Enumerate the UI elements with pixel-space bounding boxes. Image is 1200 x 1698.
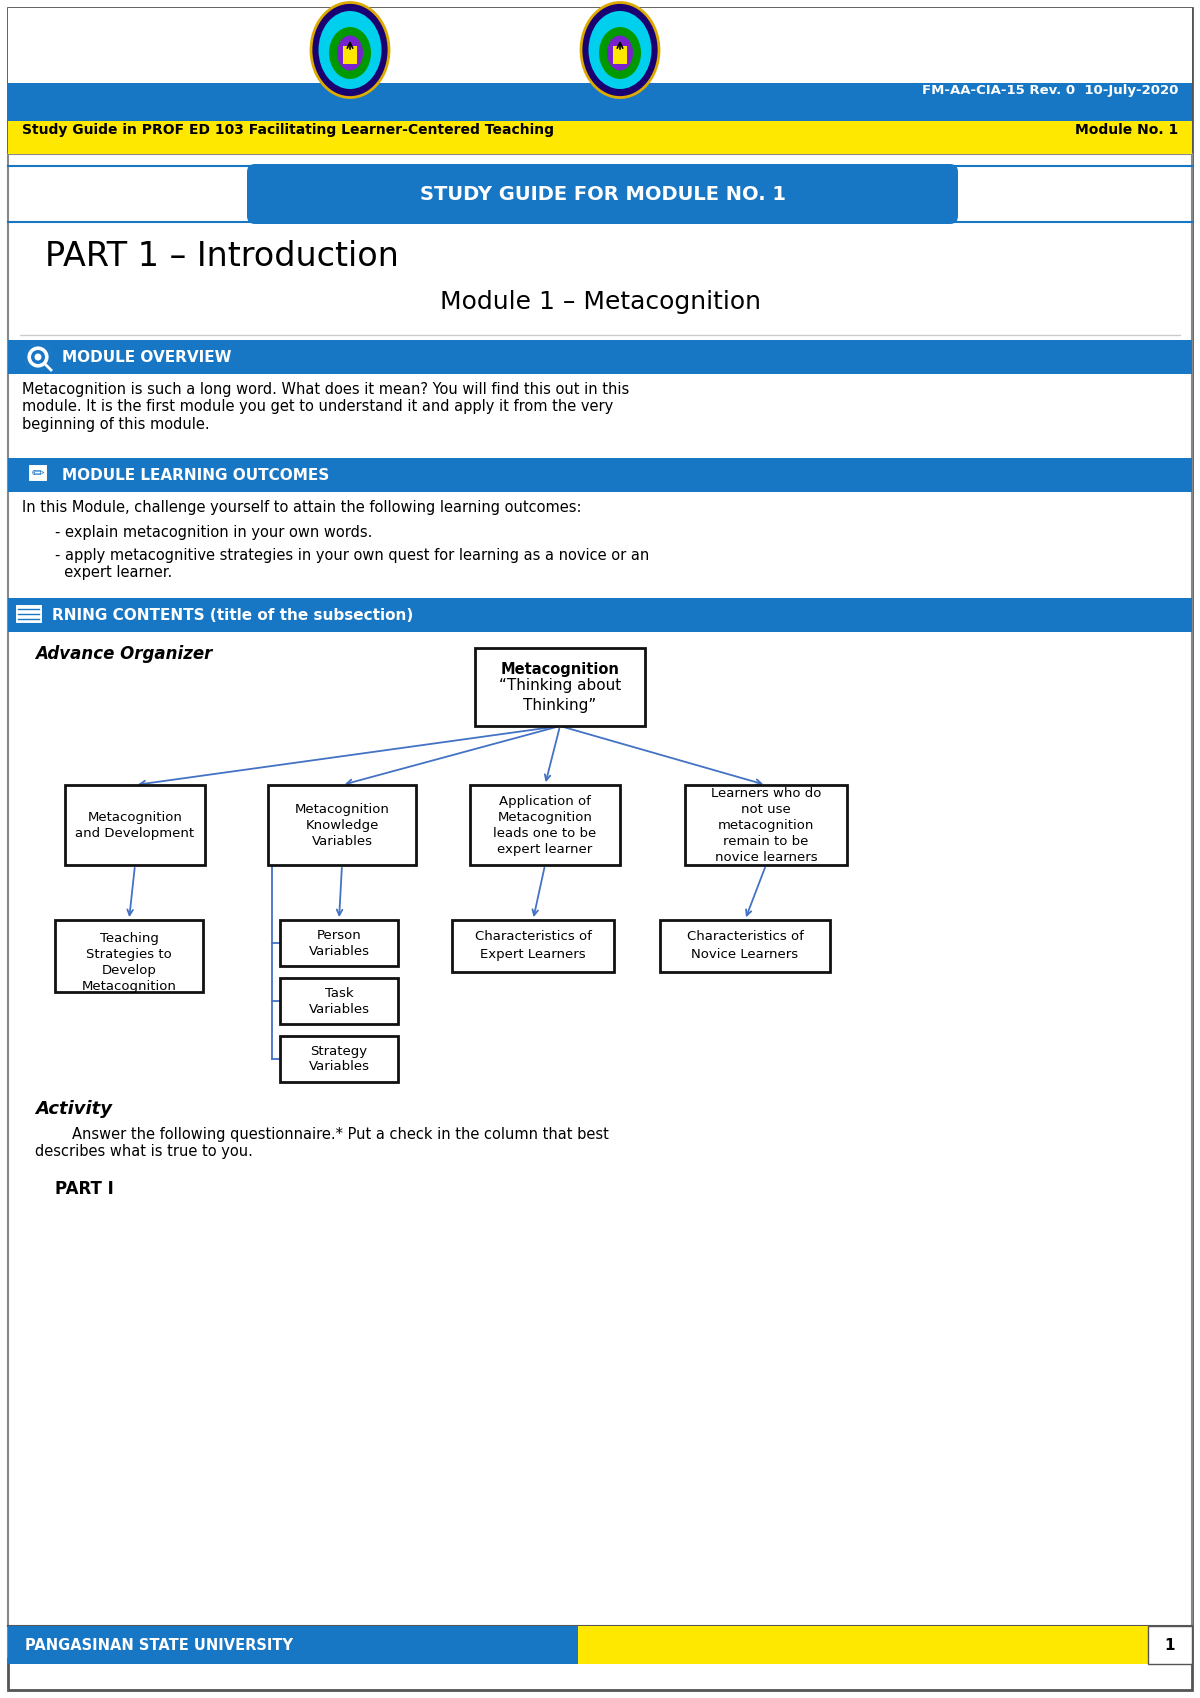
Ellipse shape — [311, 2, 389, 97]
Text: Metacognition: Metacognition — [82, 980, 176, 993]
Circle shape — [25, 345, 50, 370]
Text: expert learner: expert learner — [497, 842, 593, 856]
FancyBboxPatch shape — [55, 920, 203, 992]
Text: Thinking”: Thinking” — [523, 698, 596, 713]
FancyBboxPatch shape — [578, 1627, 1192, 1664]
Text: Metacognition: Metacognition — [498, 810, 593, 824]
Text: Metacognition: Metacognition — [88, 810, 182, 824]
Text: In this Module, challenge yourself to attain the following learning outcomes:: In this Module, challenge yourself to at… — [22, 499, 582, 514]
Text: Develop: Develop — [102, 964, 156, 976]
Text: Variables: Variables — [312, 834, 372, 847]
Circle shape — [26, 345, 50, 368]
FancyBboxPatch shape — [613, 46, 628, 65]
Text: Metacognition is such a long word. What does it mean? You will find this out in : Metacognition is such a long word. What … — [22, 382, 629, 431]
FancyBboxPatch shape — [8, 340, 1192, 374]
Ellipse shape — [337, 36, 364, 71]
Text: Characteristics of: Characteristics of — [474, 931, 592, 942]
FancyBboxPatch shape — [65, 784, 205, 864]
Ellipse shape — [588, 10, 652, 88]
FancyBboxPatch shape — [660, 920, 830, 971]
FancyBboxPatch shape — [28, 464, 48, 482]
Text: Strategies to: Strategies to — [86, 947, 172, 961]
Text: Metacognition: Metacognition — [294, 803, 390, 815]
Text: leads one to be: leads one to be — [493, 827, 596, 839]
Text: Activity: Activity — [35, 1100, 112, 1117]
Text: MODULE LEARNING OUTCOMES: MODULE LEARNING OUTCOMES — [62, 467, 329, 482]
Text: Application of: Application of — [499, 795, 590, 808]
FancyBboxPatch shape — [280, 978, 398, 1024]
Text: PANGASINAN STATE UNIVERSITY: PANGASINAN STATE UNIVERSITY — [25, 1637, 293, 1652]
FancyBboxPatch shape — [470, 784, 620, 864]
Text: Answer the following questionnaire.* Put a check in the column that best
describ: Answer the following questionnaire.* Put… — [35, 1127, 608, 1160]
Text: Learners who do: Learners who do — [710, 786, 821, 800]
FancyBboxPatch shape — [8, 1627, 578, 1664]
Text: 1: 1 — [1165, 1637, 1175, 1652]
FancyBboxPatch shape — [8, 598, 1192, 632]
FancyBboxPatch shape — [14, 604, 43, 623]
Text: novice learners: novice learners — [715, 851, 817, 864]
FancyBboxPatch shape — [685, 784, 847, 864]
Text: PART I: PART I — [55, 1180, 114, 1199]
FancyBboxPatch shape — [268, 784, 416, 864]
FancyBboxPatch shape — [280, 920, 398, 966]
FancyBboxPatch shape — [8, 155, 1192, 1657]
FancyBboxPatch shape — [14, 603, 44, 625]
Ellipse shape — [599, 27, 641, 80]
Text: Task: Task — [325, 987, 353, 1000]
Text: remain to be: remain to be — [724, 834, 809, 847]
Text: Characteristics of: Characteristics of — [686, 931, 804, 942]
Text: “Thinking about: “Thinking about — [499, 678, 622, 693]
FancyBboxPatch shape — [1148, 1627, 1192, 1664]
Circle shape — [35, 353, 42, 360]
Ellipse shape — [607, 36, 634, 71]
Text: ✏: ✏ — [31, 465, 44, 481]
Text: PART 1 – Introduction: PART 1 – Introduction — [46, 239, 398, 273]
Text: - explain metacognition in your own words.: - explain metacognition in your own word… — [55, 525, 372, 540]
FancyBboxPatch shape — [8, 458, 1192, 492]
Text: Advance Organizer: Advance Organizer — [35, 645, 212, 662]
Text: and Development: and Development — [76, 827, 194, 839]
Text: Variables: Variables — [308, 944, 370, 958]
FancyBboxPatch shape — [280, 1036, 398, 1082]
Ellipse shape — [581, 2, 659, 97]
Text: not use: not use — [742, 803, 791, 815]
Text: metacognition: metacognition — [718, 818, 814, 832]
Text: Metacognition: Metacognition — [500, 662, 619, 678]
Text: Study Guide in PROF ED 103 Facilitating Learner-Centered Teaching: Study Guide in PROF ED 103 Facilitating … — [22, 122, 554, 138]
Text: Teaching: Teaching — [100, 932, 158, 946]
Text: Expert Learners: Expert Learners — [480, 947, 586, 961]
Text: Person: Person — [317, 929, 361, 941]
Text: - apply metacognitive strategies in your own quest for learning as a novice or a: - apply metacognitive strategies in your… — [55, 548, 649, 581]
Text: Module No. 1: Module No. 1 — [1075, 122, 1178, 138]
Text: MODULE OVERVIEW: MODULE OVERVIEW — [62, 350, 232, 365]
Ellipse shape — [318, 10, 382, 88]
Text: FM-AA-CIA-15 Rev. 0  10-July-2020: FM-AA-CIA-15 Rev. 0 10-July-2020 — [922, 83, 1178, 97]
FancyBboxPatch shape — [28, 464, 49, 482]
FancyBboxPatch shape — [8, 8, 1192, 1690]
FancyBboxPatch shape — [247, 165, 958, 224]
FancyBboxPatch shape — [8, 8, 1192, 83]
Text: Variables: Variables — [308, 1002, 370, 1015]
Text: Knowledge: Knowledge — [305, 818, 379, 832]
Text: Novice Learners: Novice Learners — [691, 947, 798, 961]
FancyBboxPatch shape — [8, 121, 1192, 155]
FancyBboxPatch shape — [452, 920, 614, 971]
FancyBboxPatch shape — [475, 649, 646, 727]
Ellipse shape — [329, 27, 371, 80]
Text: Module 1 – Metacognition: Module 1 – Metacognition — [439, 290, 761, 314]
Text: STUDY GUIDE FOR MODULE NO. 1: STUDY GUIDE FOR MODULE NO. 1 — [420, 185, 786, 204]
Text: RNING CONTENTS (title of the subsection): RNING CONTENTS (title of the subsection) — [52, 608, 413, 623]
Text: Strategy: Strategy — [311, 1044, 367, 1058]
FancyBboxPatch shape — [8, 83, 1192, 121]
Circle shape — [31, 350, 46, 363]
Text: Variables: Variables — [308, 1061, 370, 1073]
FancyBboxPatch shape — [343, 46, 358, 65]
